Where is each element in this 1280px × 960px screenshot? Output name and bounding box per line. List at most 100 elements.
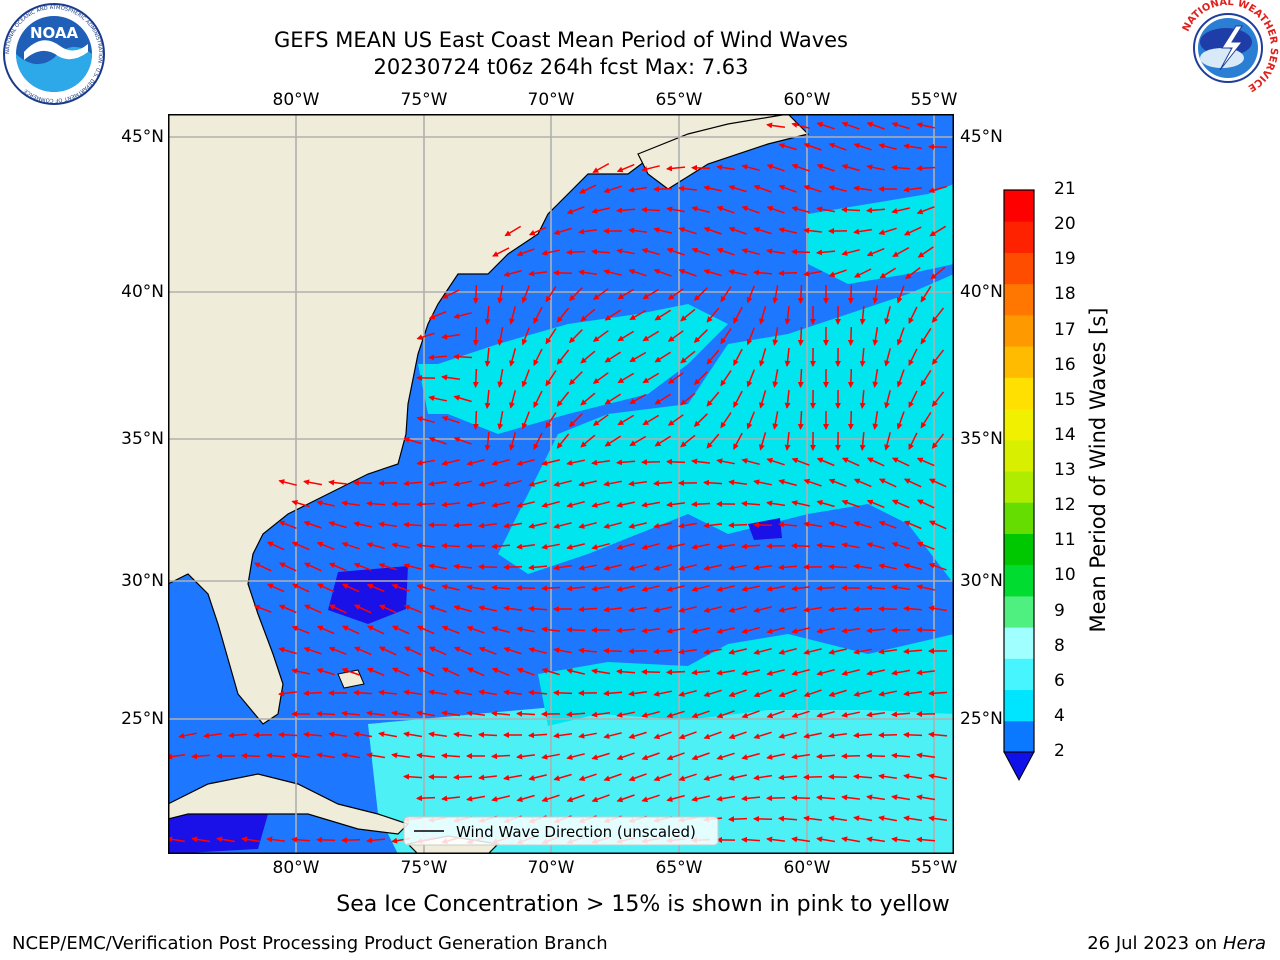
direction-arrow — [758, 390, 767, 409]
direction-arrow — [472, 326, 479, 346]
direction-arrow — [903, 648, 923, 655]
direction-arrow — [680, 350, 696, 364]
direction-arrow — [878, 773, 898, 780]
direction-arrow — [816, 668, 835, 676]
direction-arrow — [491, 458, 510, 466]
chart-title: GEFS MEAN US East Coast Mean Period of W… — [274, 28, 848, 52]
direction-arrow — [716, 585, 735, 592]
direction-arrow — [616, 794, 635, 803]
direction-arrow — [416, 583, 435, 592]
footer-left: NCEP/EMC/Verification Post Processing Pr… — [12, 933, 608, 954]
direction-arrow — [920, 411, 932, 429]
direction-arrow — [928, 773, 948, 780]
direction-arrow — [693, 371, 708, 386]
direction-arrow — [278, 646, 297, 655]
lon-label-bottom: 60°W — [783, 858, 831, 878]
direction-arrow — [891, 121, 910, 130]
direction-arrow — [328, 731, 348, 738]
direction-arrow — [791, 122, 810, 129]
direction-arrow — [484, 305, 491, 325]
colorbar-tick-label: 6 — [1054, 670, 1065, 691]
direction-arrow — [568, 287, 583, 302]
direction-arrow — [566, 249, 586, 256]
direction-arrow — [816, 794, 836, 801]
direction-arrow — [908, 432, 918, 451]
direction-arrow — [803, 648, 822, 655]
direction-arrow — [733, 348, 743, 366]
direction-arrow — [341, 625, 360, 635]
direction-arrow — [378, 604, 397, 614]
direction-arrow — [803, 142, 822, 151]
direction-arrow — [478, 774, 497, 781]
direction-arrow — [666, 165, 686, 172]
direction-arrow — [403, 689, 423, 696]
direction-arrow — [604, 435, 622, 447]
direction-arrow — [253, 562, 272, 572]
direction-arrow — [453, 563, 472, 570]
direction-arrow — [303, 479, 323, 486]
direction-arrow — [628, 480, 648, 487]
direction-arrow — [678, 606, 697, 613]
direction-arrow — [533, 306, 543, 324]
direction-arrow — [653, 268, 672, 277]
direction-arrow — [853, 648, 872, 655]
direction-arrow — [591, 794, 610, 803]
direction-arrow — [928, 562, 947, 571]
direction-arrow — [841, 542, 860, 549]
direction-arrow — [416, 710, 436, 717]
direction-arrow — [568, 371, 583, 386]
lat-label-right: 25°N — [960, 709, 1003, 729]
direction-arrow — [853, 185, 873, 192]
direction-arrow — [566, 459, 585, 466]
direction-arrow — [896, 285, 905, 304]
direction-arrow — [641, 627, 661, 634]
colorbar-segment — [1004, 314, 1034, 347]
direction-arrow — [241, 836, 261, 843]
direction-arrow — [416, 459, 435, 466]
direction-arrow — [803, 478, 822, 487]
direction-arrow — [428, 731, 448, 738]
direction-arrow — [866, 207, 886, 214]
direction-arrow — [616, 711, 635, 718]
direction-arrow — [491, 753, 511, 760]
direction-arrow — [466, 625, 485, 634]
direction-arrow — [666, 710, 685, 719]
direction-arrow — [667, 288, 684, 300]
direction-arrow — [291, 836, 311, 843]
direction-arrow — [353, 731, 373, 738]
direction-arrow — [720, 370, 732, 387]
direction-arrow — [853, 478, 872, 488]
direction-arrow — [378, 521, 398, 528]
direction-arrow — [733, 432, 743, 450]
direction-arrow — [391, 667, 410, 677]
chart-subtitle: 20230724 t06z 264h fcst Max: 7.63 — [373, 55, 749, 79]
direction-arrow — [784, 390, 791, 409]
direction-arrow — [666, 206, 686, 213]
direction-arrow — [641, 206, 661, 213]
direction-arrow — [803, 732, 822, 739]
direction-arrow — [578, 773, 597, 782]
direction-arrow — [691, 795, 710, 802]
direction-arrow — [772, 411, 779, 430]
direction-arrow — [403, 604, 422, 614]
direction-arrow — [628, 227, 647, 234]
direction-arrow — [930, 266, 946, 280]
direction-arrow — [617, 288, 635, 300]
direction-arrow — [391, 752, 411, 759]
colorbar-segment — [1004, 658, 1034, 691]
direction-arrow — [766, 710, 785, 719]
direction-arrow — [691, 543, 710, 550]
direction-arrow — [733, 390, 743, 408]
direction-arrow — [691, 584, 710, 592]
direction-arrow — [706, 433, 720, 449]
direction-arrow — [616, 248, 635, 255]
direction-arrow — [441, 542, 461, 549]
direction-arrow — [728, 479, 748, 486]
direction-arrow — [741, 795, 761, 802]
direction-arrow — [916, 794, 936, 801]
direction-arrow — [872, 410, 879, 430]
direction-arrow — [703, 564, 722, 571]
direction-arrow — [778, 815, 798, 822]
colorbar-segment — [1004, 564, 1034, 597]
direction-arrow — [545, 412, 557, 429]
